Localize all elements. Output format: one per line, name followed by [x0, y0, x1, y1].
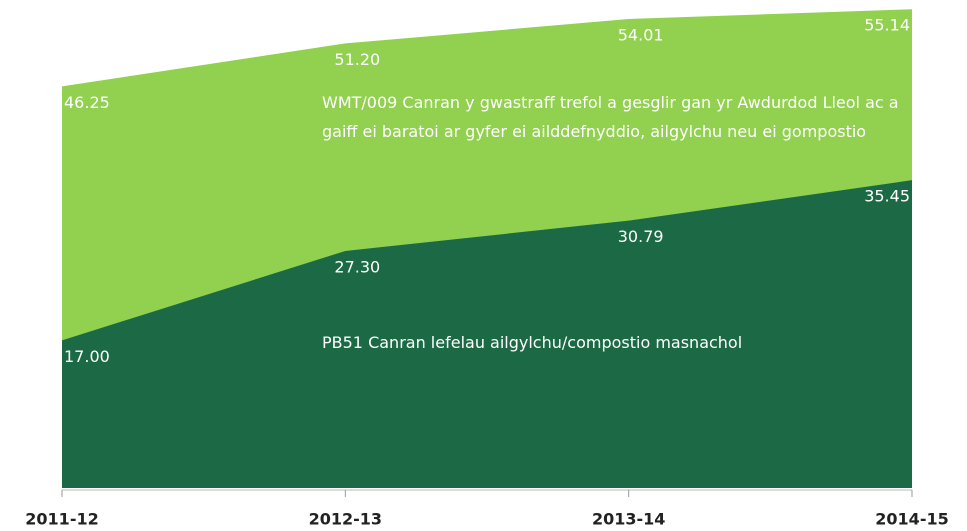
series-label: PB51 Canran lefelau ailgylchu/compostio …: [322, 333, 743, 352]
series-label: WMT/009 Canran y gwastraff trefol a gesg…: [322, 93, 899, 141]
area: [62, 180, 912, 489]
x-tick-label: 2013-14: [592, 510, 665, 529]
data-label: 17.00: [64, 347, 110, 366]
x-tick-label: 2014-15: [875, 510, 948, 529]
data-label: 55.14: [864, 16, 910, 35]
data-label: 54.01: [618, 26, 664, 45]
x-tick-label: 2012-13: [309, 510, 382, 529]
data-label: 30.79: [618, 227, 664, 246]
data-label: 46.25: [64, 93, 110, 112]
data-label: 35.45: [864, 187, 910, 206]
data-label: 27.30: [334, 257, 380, 276]
x-tick-label: 2011-12: [25, 510, 98, 529]
data-label: 51.20: [334, 50, 380, 69]
